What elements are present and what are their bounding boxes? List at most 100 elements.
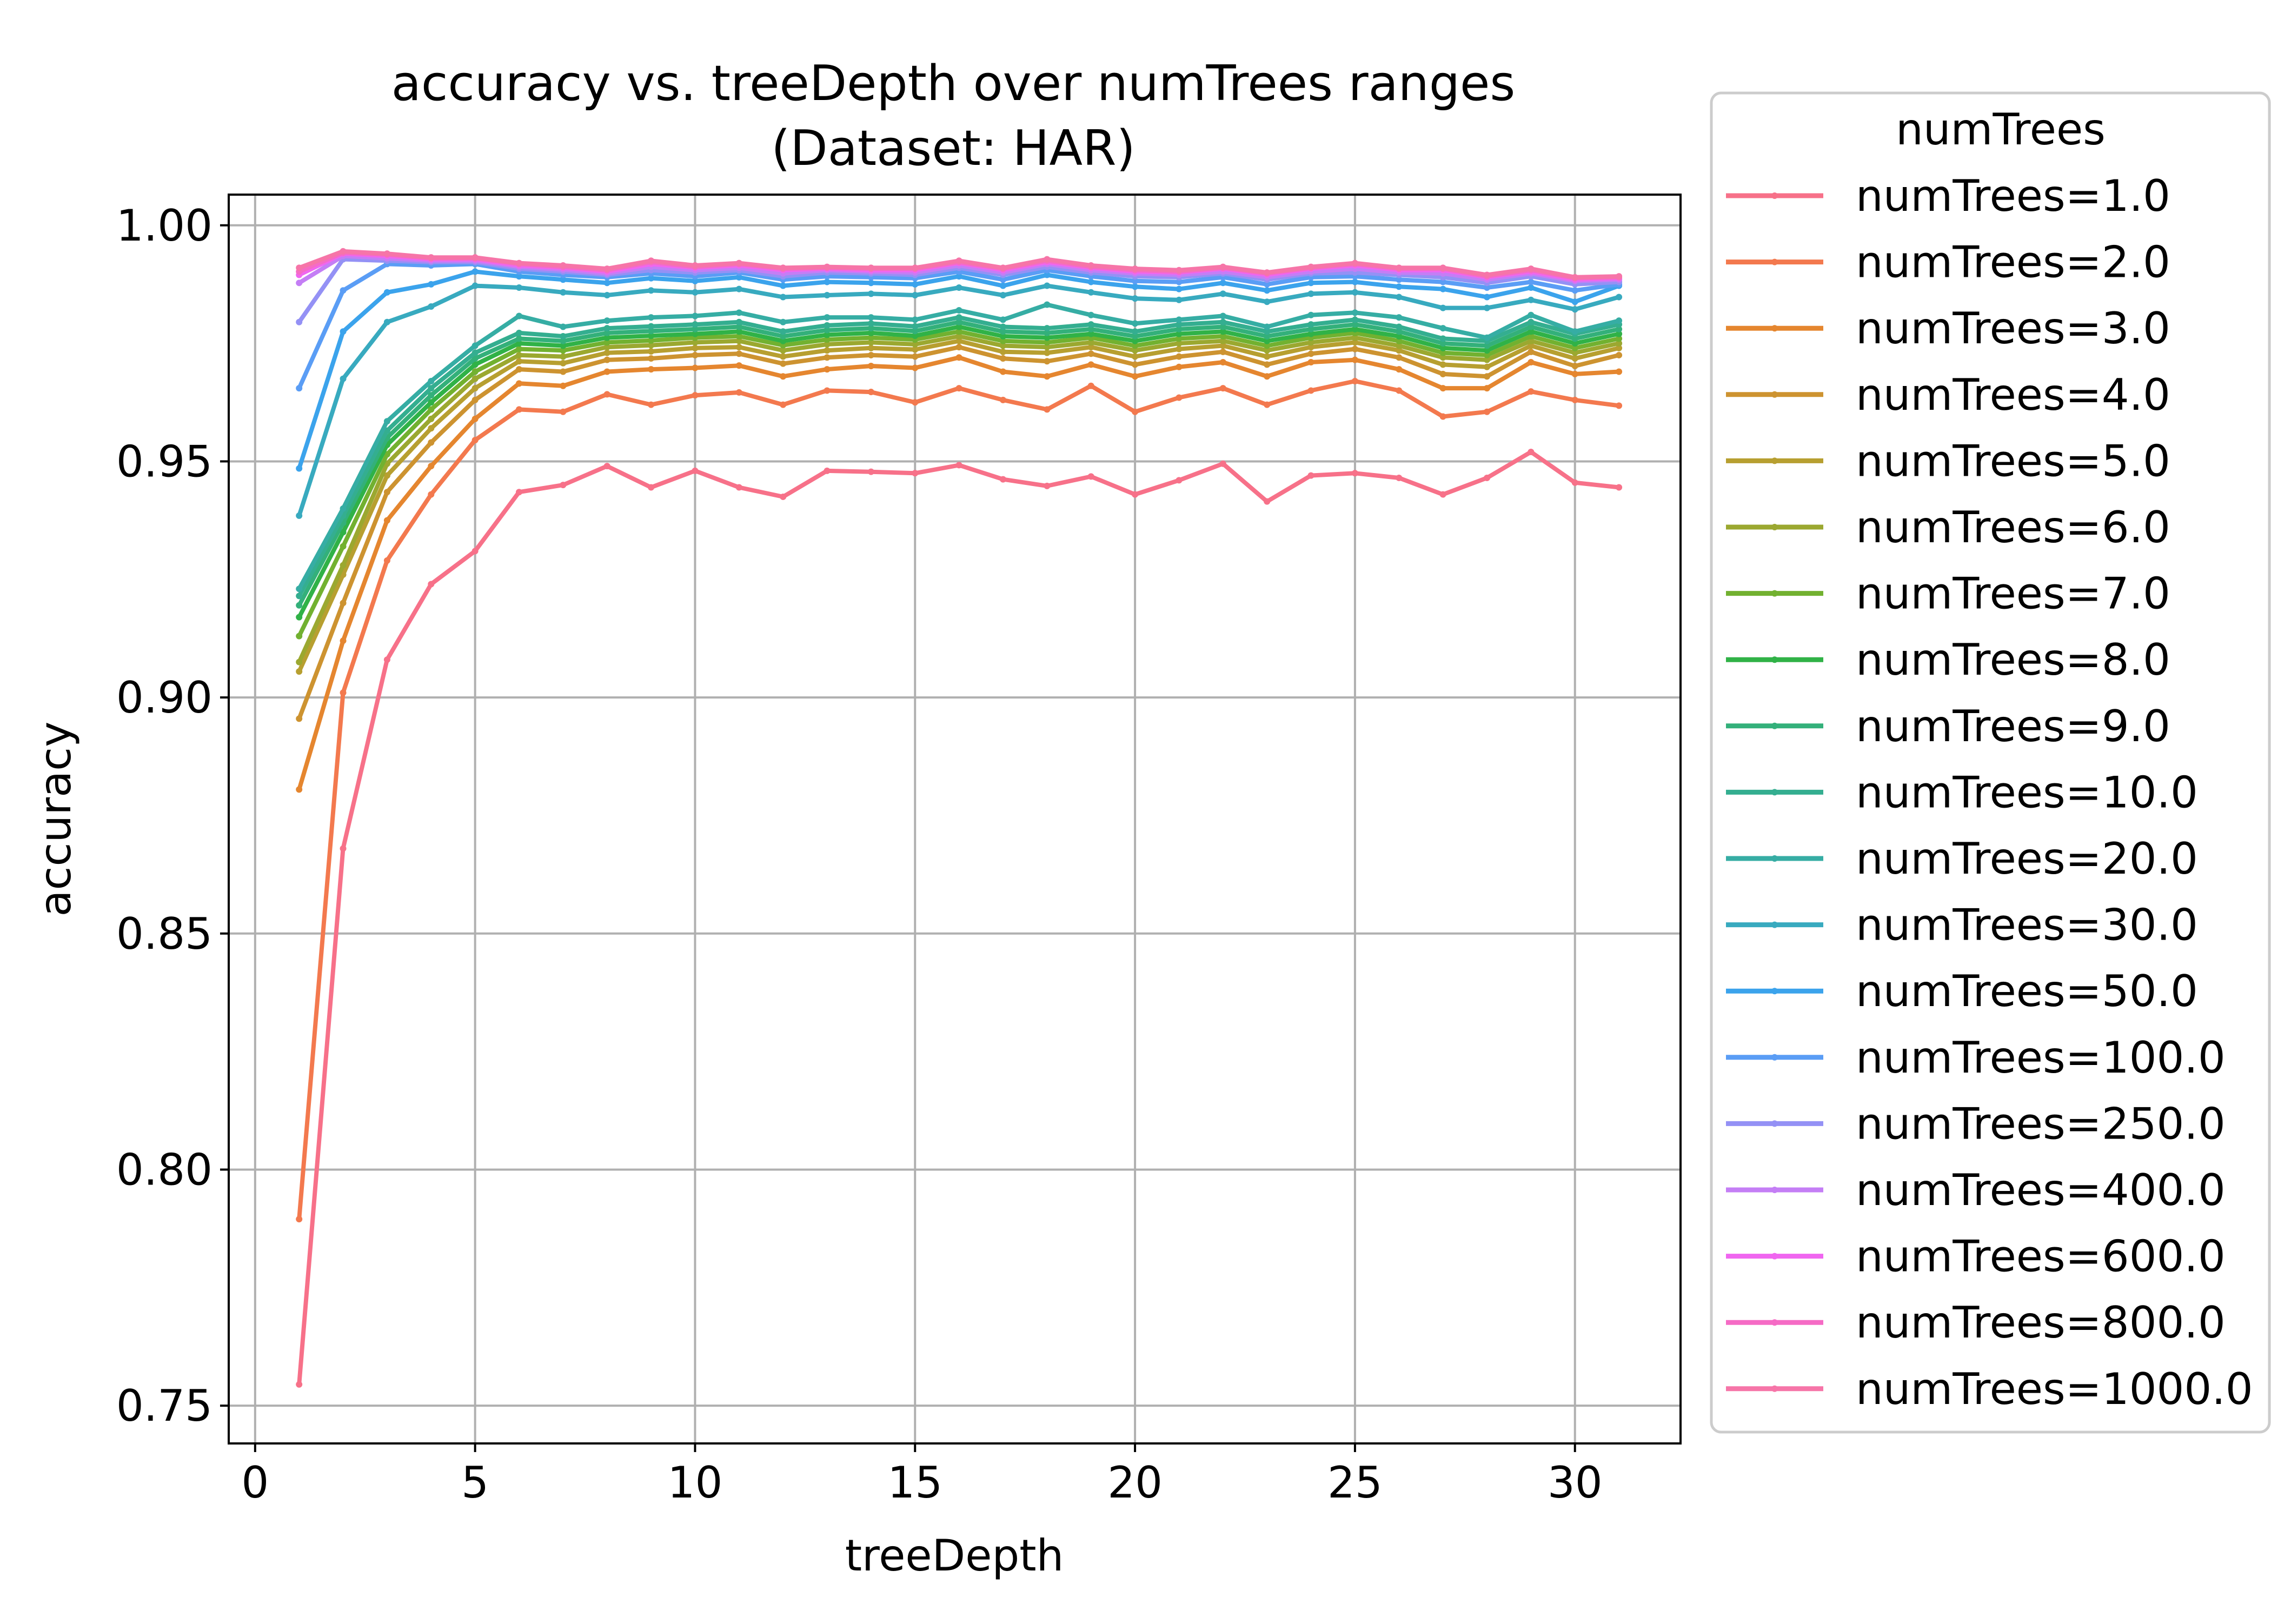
data-point	[780, 294, 787, 301]
data-point	[516, 259, 522, 267]
data-point	[1264, 298, 1271, 305]
data-point	[735, 285, 742, 292]
data-point	[1351, 321, 1358, 328]
data-point	[735, 323, 742, 330]
data-point	[1219, 323, 1226, 330]
legend-label: numTrees=20.0	[1856, 834, 2198, 884]
legend-item: numTrees=5.0	[1726, 436, 2170, 486]
data-point	[692, 325, 699, 332]
data-point	[428, 439, 435, 446]
data-point	[1219, 290, 1226, 297]
data-point	[1132, 295, 1139, 302]
data-point	[1132, 361, 1139, 368]
data-point	[692, 321, 699, 328]
data-point	[560, 482, 567, 489]
data-point	[1264, 401, 1271, 408]
data-point	[1132, 277, 1139, 284]
data-point	[1044, 482, 1051, 489]
data-point	[735, 350, 742, 357]
data-point	[472, 268, 479, 275]
data-point	[780, 318, 787, 325]
data-point	[1044, 349, 1051, 356]
legend-marker	[1771, 1319, 1778, 1326]
data-point	[1219, 312, 1226, 320]
data-point	[428, 415, 435, 422]
data-point	[648, 287, 655, 294]
series-group	[296, 314, 1623, 600]
data-point	[1132, 342, 1139, 349]
legend-label: numTrees=400.0	[1856, 1165, 2226, 1215]
data-point	[1219, 342, 1226, 349]
data-point	[867, 363, 874, 370]
data-point	[1396, 337, 1403, 344]
data-point	[1528, 296, 1535, 303]
data-point	[780, 493, 787, 500]
data-point	[1087, 262, 1094, 269]
series-group	[296, 344, 1623, 722]
data-point	[603, 329, 610, 336]
data-point	[1616, 294, 1623, 301]
data-point	[780, 347, 787, 354]
data-point	[824, 314, 831, 321]
data-point	[603, 368, 610, 375]
data-point	[1087, 339, 1094, 346]
data-point	[824, 336, 831, 343]
legend-item: numTrees=1.0	[1726, 171, 2170, 221]
data-point	[1132, 265, 1139, 272]
legend-label: numTrees=100.0	[1856, 1033, 2226, 1083]
data-point	[955, 354, 962, 361]
data-point	[1132, 373, 1139, 380]
legend-label: numTrees=10.0	[1856, 767, 2198, 817]
legend-item: numTrees=3.0	[1726, 303, 2170, 354]
legend-marker	[1771, 789, 1778, 796]
data-point	[648, 332, 655, 340]
y-tick-label: 0.95	[116, 436, 213, 487]
data-point	[735, 333, 742, 340]
data-point	[1351, 325, 1358, 332]
data-point	[1484, 373, 1490, 380]
series-group	[296, 301, 1623, 593]
data-point	[1307, 387, 1314, 394]
legend-frame	[1710, 91, 2271, 1434]
x-tick-label: 5	[461, 1457, 489, 1508]
y-tick-label: 0.85	[116, 909, 213, 959]
data-point	[1176, 335, 1183, 342]
data-point	[1396, 475, 1403, 482]
data-point	[648, 355, 655, 362]
data-point	[955, 333, 962, 340]
legend-marker	[1771, 258, 1778, 265]
data-point	[1396, 387, 1403, 394]
data-point	[340, 328, 347, 335]
data-point	[692, 364, 699, 371]
data-point	[780, 328, 787, 335]
data-point	[1264, 373, 1271, 380]
data-point	[824, 292, 831, 299]
data-point	[516, 345, 522, 352]
data-point	[1439, 370, 1446, 377]
data-point	[1571, 328, 1578, 335]
legend-marker	[1771, 524, 1778, 530]
data-point	[1571, 370, 1578, 377]
data-point	[296, 602, 303, 609]
data-point	[1264, 333, 1271, 340]
legend-label: numTrees=30.0	[1856, 900, 2198, 950]
data-point	[692, 289, 699, 296]
data-point	[1439, 385, 1446, 392]
data-point	[1307, 321, 1314, 328]
data-point	[1132, 347, 1139, 354]
data-point	[428, 303, 435, 310]
data-point	[692, 351, 699, 358]
data-point	[516, 284, 522, 291]
y-tick-label: 1.00	[116, 201, 213, 251]
data-point	[692, 262, 699, 269]
data-point	[1176, 394, 1183, 401]
data-point	[1616, 402, 1623, 409]
data-point	[1528, 284, 1535, 291]
legend-item: numTrees=50.0	[1726, 966, 2198, 1016]
data-point	[603, 265, 610, 272]
data-point	[955, 323, 962, 330]
data-point	[780, 333, 787, 340]
legend-marker	[1771, 988, 1778, 995]
data-point	[1307, 330, 1314, 337]
legend-marker	[1771, 722, 1778, 729]
